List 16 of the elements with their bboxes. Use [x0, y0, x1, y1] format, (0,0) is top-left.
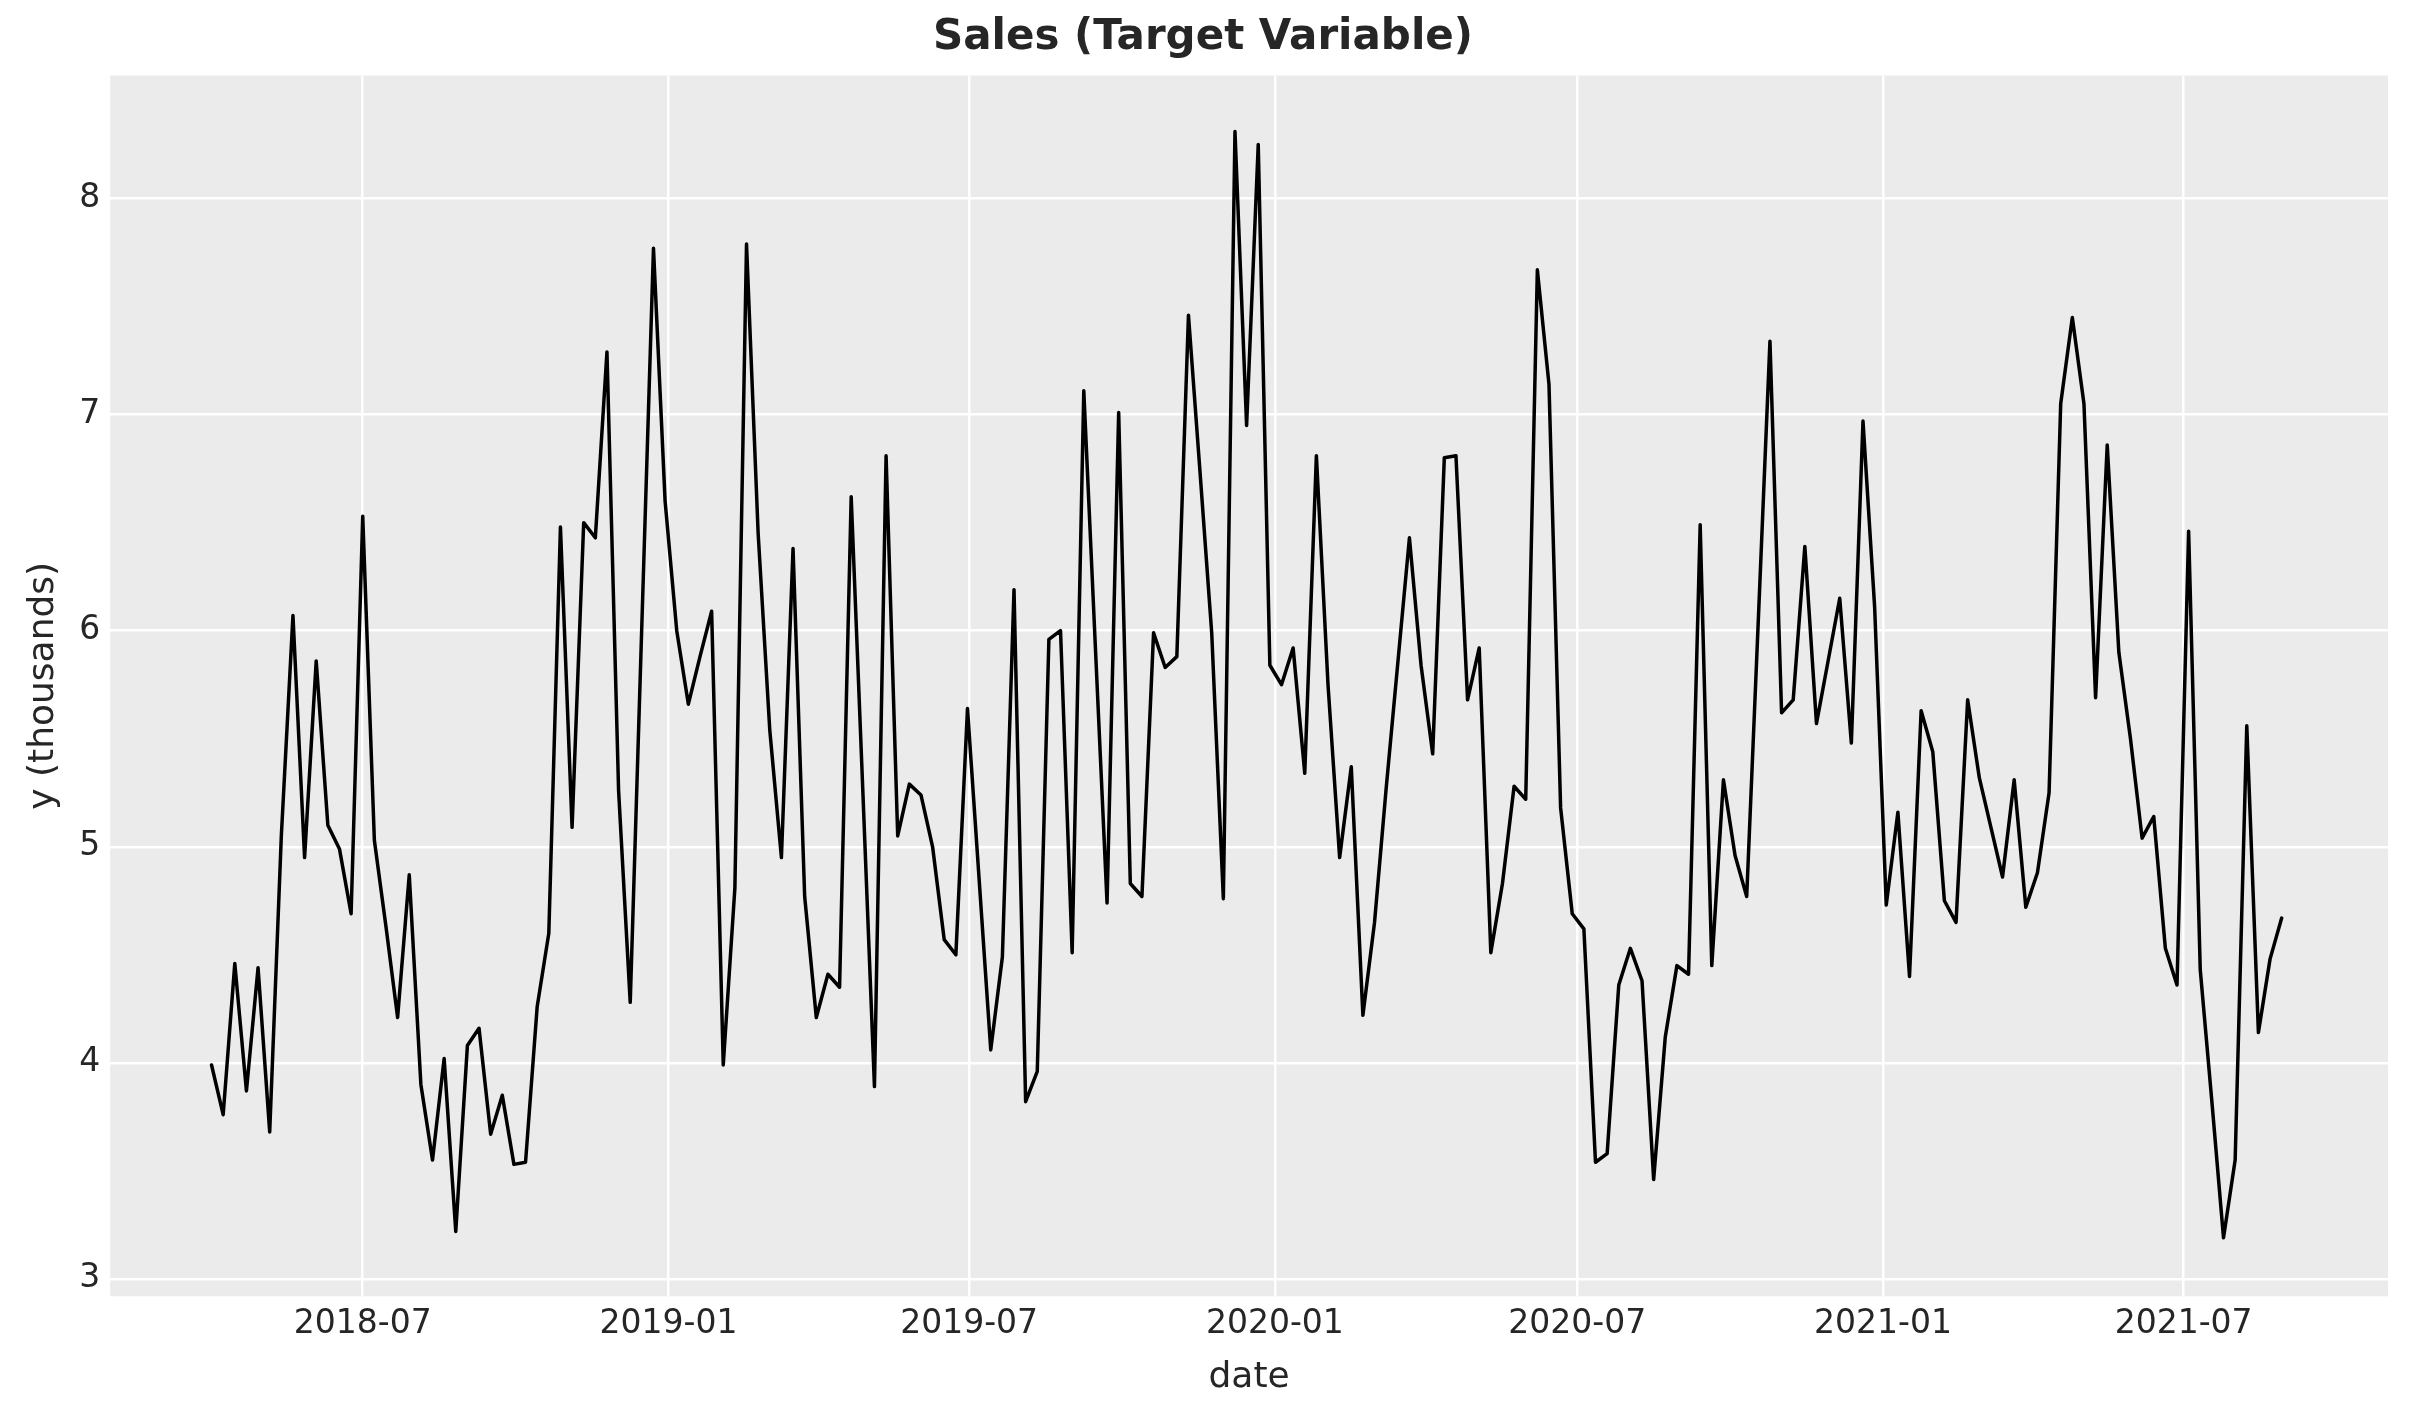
y-axis-title: y (thousands)	[19, 561, 61, 810]
x-tick-label: 2021-01	[1813, 1301, 1952, 1341]
x-tick-label: 2020-07	[1508, 1301, 1647, 1341]
y-tick-label: 4	[79, 1040, 101, 1080]
x-tick-label: 2018-07	[293, 1301, 432, 1341]
x-axis-title: date	[1208, 1353, 1290, 1395]
x-tick-label: 2021-07	[2114, 1301, 2253, 1341]
y-tick-label: 8	[79, 176, 101, 216]
y-tick-label: 6	[79, 608, 101, 648]
y-tick-label: 3	[79, 1256, 101, 1296]
chart-title: Sales (Target Variable)	[933, 10, 1473, 60]
y-tick-label: 7	[79, 392, 101, 432]
x-tick-label: 2019-07	[900, 1301, 1039, 1341]
x-tick-label: 2019-01	[599, 1301, 738, 1341]
y-tick-label: 5	[79, 824, 101, 864]
x-tick-label: 2020-01	[1205, 1301, 1344, 1341]
